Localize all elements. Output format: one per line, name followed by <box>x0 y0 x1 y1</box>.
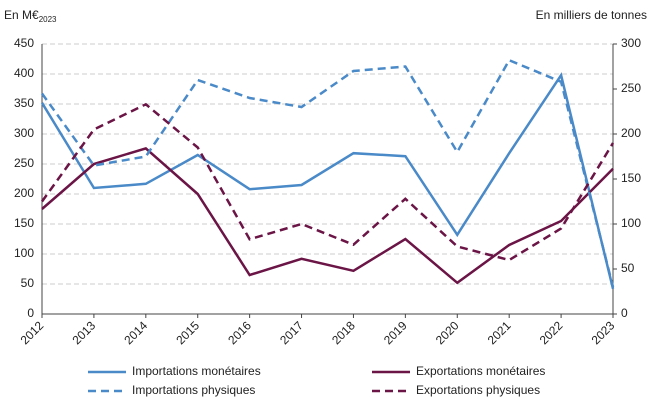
y-axis-label: En M€2023 <box>4 8 57 24</box>
y-axis-label-subscript: 2023 <box>39 15 57 24</box>
y-tick-label: 450 <box>14 36 34 50</box>
y2-tick-label: 200 <box>621 126 641 140</box>
legend-label: Importations monétaires <box>132 364 261 378</box>
legend-label: Exportations monétaires <box>416 364 545 378</box>
y2-tick-label: 150 <box>621 171 641 185</box>
series-line <box>40 72 615 290</box>
series-line <box>40 102 615 262</box>
x-tick-label: 2016 <box>225 318 254 347</box>
x-tick-label: 2018 <box>329 318 358 347</box>
y2-tick-label: 0 <box>621 306 628 320</box>
y-tick-label: 400 <box>14 66 34 80</box>
x-tick-label: 2021 <box>485 318 514 347</box>
y-tick-label: 0 <box>27 306 34 320</box>
x-tick-label: 2022 <box>537 318 566 347</box>
x-tick-label: 2019 <box>381 318 410 347</box>
y-tick-label: 50 <box>21 276 35 290</box>
series-line <box>40 58 615 288</box>
series-line <box>41 147 614 285</box>
x-tick-label: 2012 <box>18 318 47 347</box>
y-tick-label: 300 <box>14 126 34 140</box>
y2-tick-label: 300 <box>621 36 641 50</box>
y-tick-label: 200 <box>14 186 34 200</box>
x-tick-label: 2013 <box>69 318 98 347</box>
y2-axis-label: En milliers de tonnes <box>536 8 647 22</box>
y-tick-label: 250 <box>14 156 34 170</box>
x-tick-label: 2014 <box>121 318 150 347</box>
y-tick-label: 150 <box>14 216 34 230</box>
legend-label: Exportations physiques <box>416 383 540 397</box>
x-tick-label: 2023 <box>589 318 618 347</box>
x-tick-label: 2020 <box>433 318 462 347</box>
legend-label: Importations physiques <box>132 383 255 397</box>
x-tick-label: 2015 <box>173 318 202 347</box>
y-tick-label: 100 <box>14 246 34 260</box>
y2-tick-label: 250 <box>621 81 641 95</box>
y2-tick-label: 50 <box>621 261 635 275</box>
y2-tick-label: 100 <box>621 216 641 230</box>
y-tick-label: 350 <box>14 96 34 110</box>
y-axis-label-main: En M€ <box>4 8 39 22</box>
x-tick-label: 2017 <box>277 318 306 347</box>
